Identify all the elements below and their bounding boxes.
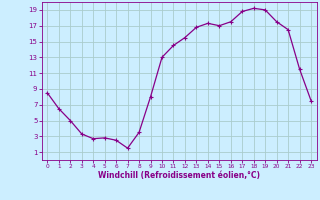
X-axis label: Windchill (Refroidissement éolien,°C): Windchill (Refroidissement éolien,°C) [98,171,260,180]
